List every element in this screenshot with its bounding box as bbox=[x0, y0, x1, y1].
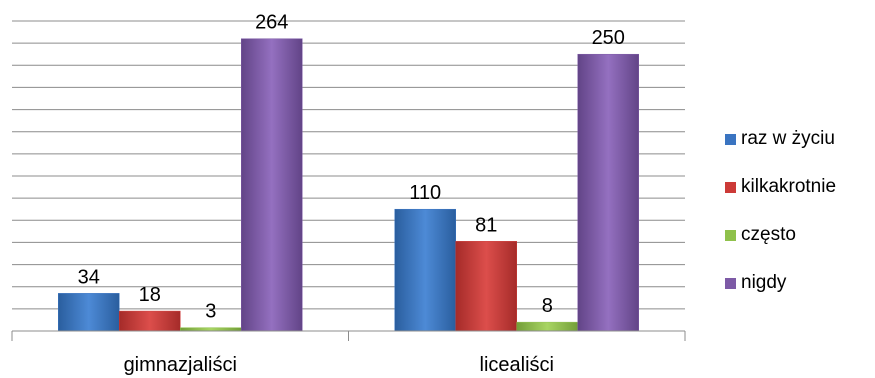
bar bbox=[577, 53, 639, 332]
legend-swatch bbox=[725, 229, 736, 241]
bar bbox=[119, 310, 181, 332]
legend-label: kilkakrotnie bbox=[741, 176, 837, 197]
data-labels: 34 18 3 264 110 81 8 250 bbox=[78, 12, 625, 323]
legend-label: raz w życiu bbox=[741, 128, 835, 149]
legend-swatch bbox=[725, 133, 736, 145]
data-label: 18 bbox=[139, 284, 161, 306]
data-label: 34 bbox=[78, 266, 100, 288]
legend-label: często bbox=[741, 224, 796, 245]
data-label: 8 bbox=[542, 295, 553, 317]
data-label: 250 bbox=[592, 27, 625, 49]
legend-item: kilkakrotnie bbox=[725, 163, 836, 211]
data-label: 110 bbox=[409, 182, 441, 204]
legend-item: raz w życiu bbox=[725, 115, 836, 163]
legend-swatch bbox=[725, 181, 736, 193]
legend-item: nigdy bbox=[725, 259, 836, 307]
legend-swatch bbox=[725, 277, 736, 289]
legend: raz w życiu kilkakrotnie często nigdy bbox=[725, 115, 836, 307]
legend-item: często bbox=[725, 211, 836, 259]
bar bbox=[241, 38, 303, 332]
bar bbox=[455, 241, 517, 332]
bar bbox=[58, 293, 120, 332]
gridlines bbox=[12, 20, 685, 310]
data-label: 81 bbox=[475, 214, 497, 236]
data-label: 264 bbox=[255, 12, 288, 34]
bars bbox=[58, 38, 639, 332]
x-axis: gimnazjaliści licealiści bbox=[11, 330, 686, 376]
bar bbox=[394, 208, 456, 332]
data-label: 3 bbox=[205, 301, 216, 323]
x-tick-label: licealiści bbox=[480, 354, 554, 376]
bar bbox=[516, 321, 578, 332]
legend-label: nigdy bbox=[741, 272, 787, 293]
x-tick-label: gimnazjaliści bbox=[124, 354, 237, 376]
